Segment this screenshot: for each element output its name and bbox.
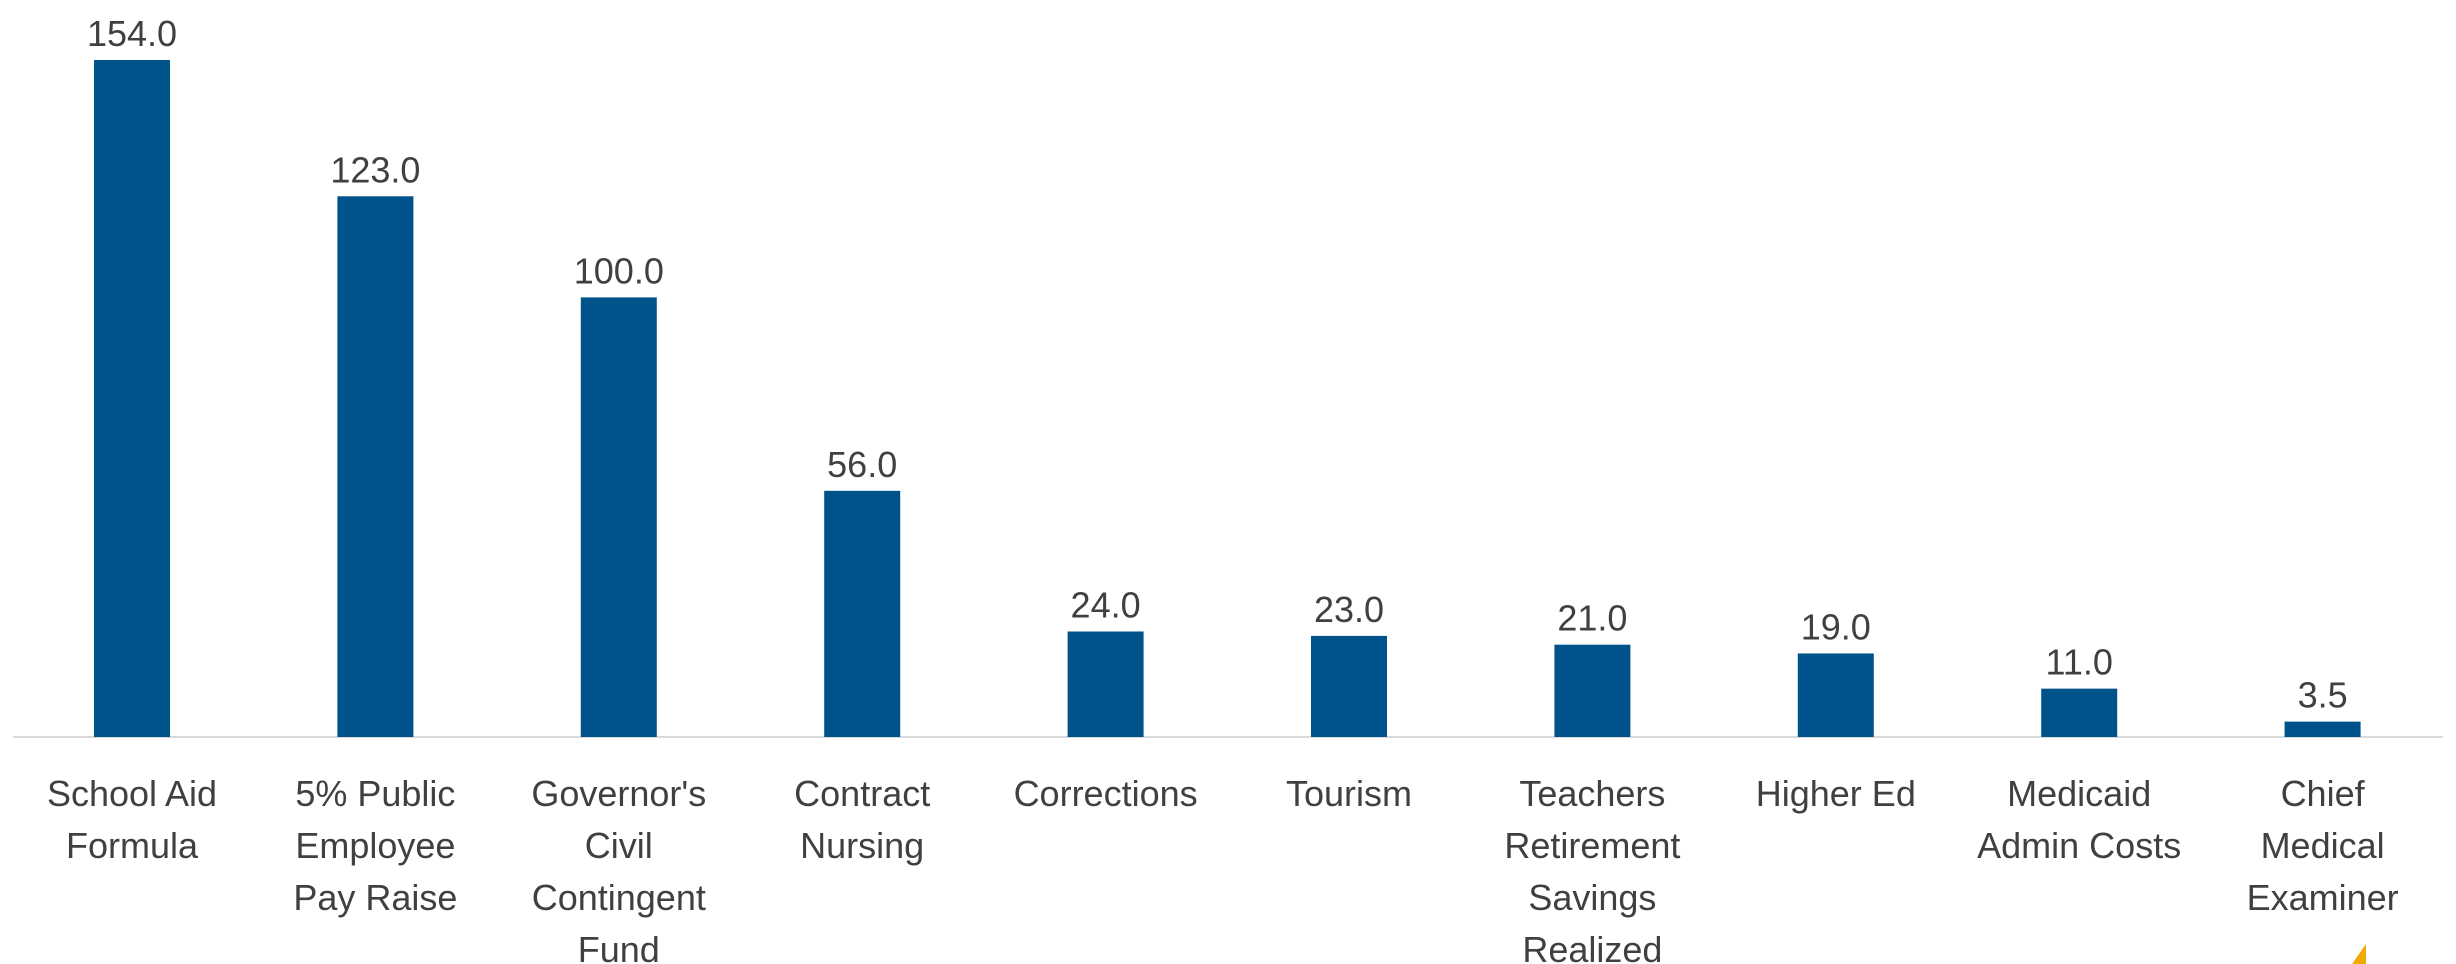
value-label: 24.0 — [1071, 584, 1141, 625]
x-tick-label: Corrections — [1013, 773, 1198, 814]
value-label: 3.5 — [2298, 675, 2348, 716]
value-label: 123.0 — [330, 149, 420, 190]
bar — [337, 196, 414, 737]
value-label: 21.0 — [1557, 598, 1627, 639]
x-tick-label: Tourism — [1285, 773, 1413, 814]
x-tick-label: Governor's Civil Contingent Fund — [531, 773, 707, 964]
bar — [1797, 653, 1874, 737]
value-label: 11.0 — [2045, 642, 2112, 683]
x-tick-label: School Aid Formula — [46, 773, 218, 866]
value-label: 23.0 — [1314, 589, 1384, 630]
corner-logo — [2352, 944, 2366, 964]
bar — [1067, 631, 1144, 737]
bar — [94, 60, 170, 737]
value-label: 19.0 — [1801, 606, 1871, 647]
x-tick-label: 5% Public Employee Pay Raise — [293, 773, 458, 918]
bar — [2041, 688, 2118, 737]
value-label: 154.0 — [87, 13, 177, 54]
x-tick-label: Contract Nursing — [794, 773, 931, 866]
bar — [580, 297, 657, 737]
bar — [1554, 644, 1631, 737]
value-label: 56.0 — [827, 444, 897, 485]
value-label: 100.0 — [574, 250, 664, 291]
x-tick-label: Chief Medical Examiner — [2246, 773, 2399, 918]
x-tick-label: Higher Ed — [1755, 773, 1916, 814]
bar — [1311, 635, 1387, 737]
x-tick-label: Medicaid Admin Costs — [1977, 773, 2182, 866]
bar — [824, 490, 901, 737]
bar — [2284, 721, 2361, 737]
x-tick-label: Teachers Retirement Savings Realized — [1504, 773, 1681, 964]
